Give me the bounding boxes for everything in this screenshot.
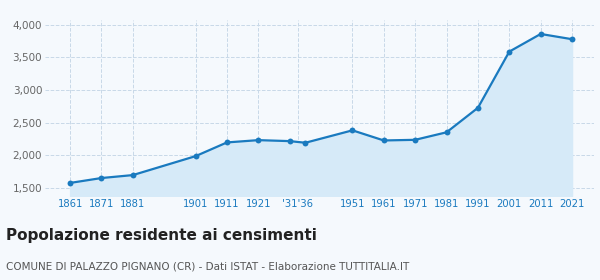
Point [567, 37, 577, 41]
Point [254, 138, 263, 142]
Point [473, 106, 483, 110]
Point [301, 141, 310, 145]
Point [285, 139, 295, 143]
Point [536, 32, 545, 36]
Point [379, 138, 389, 143]
Point [410, 137, 420, 142]
Point [65, 181, 75, 185]
Point [442, 130, 451, 135]
Point [347, 128, 357, 132]
Text: Popolazione residente ai censimenti: Popolazione residente ai censimenti [6, 228, 317, 243]
Point [191, 154, 200, 158]
Text: COMUNE DI PALAZZO PIGNANO (CR) - Dati ISTAT - Elaborazione TUTTITALIA.IT: COMUNE DI PALAZZO PIGNANO (CR) - Dati IS… [6, 262, 409, 272]
Point [128, 173, 137, 177]
Point [97, 176, 106, 180]
Point [505, 49, 514, 54]
Point [222, 140, 232, 145]
